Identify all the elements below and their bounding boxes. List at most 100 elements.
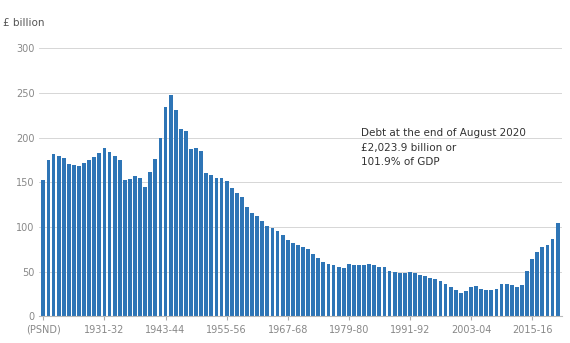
Bar xyxy=(418,275,422,316)
Bar xyxy=(245,207,249,316)
Bar xyxy=(189,149,193,316)
Bar xyxy=(235,193,239,316)
Bar xyxy=(174,110,178,316)
Bar xyxy=(255,216,259,316)
Bar xyxy=(438,281,442,316)
Bar xyxy=(540,247,544,316)
Bar xyxy=(484,289,488,316)
Bar xyxy=(469,287,473,316)
Bar xyxy=(362,265,366,316)
Bar xyxy=(123,179,127,316)
Bar xyxy=(321,262,325,316)
Bar xyxy=(143,187,147,316)
Bar xyxy=(382,267,386,316)
Bar xyxy=(133,176,137,316)
Bar xyxy=(342,268,345,316)
Bar xyxy=(164,107,168,316)
Bar xyxy=(530,259,534,316)
Bar xyxy=(515,287,519,316)
Bar xyxy=(184,131,188,316)
Bar xyxy=(97,153,101,316)
Bar xyxy=(433,279,437,316)
Bar xyxy=(240,198,244,316)
Bar xyxy=(424,276,427,316)
Bar xyxy=(200,151,203,316)
Bar xyxy=(316,258,320,316)
Bar xyxy=(357,265,361,316)
Bar xyxy=(408,272,412,316)
Bar xyxy=(495,288,498,316)
Bar xyxy=(219,178,223,316)
Bar xyxy=(230,188,234,316)
Bar xyxy=(443,284,447,316)
Bar xyxy=(87,160,91,316)
Bar xyxy=(306,249,310,316)
Bar xyxy=(271,228,274,316)
Bar xyxy=(296,245,300,316)
Bar xyxy=(377,267,381,316)
Bar xyxy=(500,284,503,316)
Bar xyxy=(77,166,81,316)
Bar xyxy=(103,148,107,316)
Bar xyxy=(449,287,453,316)
Bar xyxy=(148,173,152,316)
Bar xyxy=(214,178,218,316)
Bar xyxy=(490,289,493,316)
Bar xyxy=(158,139,162,316)
Bar xyxy=(545,245,549,316)
Bar xyxy=(82,163,86,316)
Bar xyxy=(291,243,295,316)
Bar xyxy=(535,252,539,316)
Bar xyxy=(413,273,417,316)
Bar xyxy=(301,247,305,316)
Bar xyxy=(108,152,111,316)
Bar xyxy=(42,180,45,316)
Bar xyxy=(520,285,524,316)
Text: Debt at the end of August 2020
£2,023.9 billion or
101.9% of GDP: Debt at the end of August 2020 £2,023.9 … xyxy=(361,128,526,167)
Bar xyxy=(393,272,397,316)
Bar xyxy=(388,271,392,316)
Bar xyxy=(459,293,463,316)
Bar xyxy=(260,221,264,316)
Bar xyxy=(327,263,331,316)
Bar xyxy=(337,267,340,316)
Bar xyxy=(398,273,402,316)
Bar xyxy=(209,175,213,316)
Bar xyxy=(505,284,508,316)
Bar xyxy=(464,291,468,316)
Bar xyxy=(92,157,96,316)
Bar xyxy=(474,286,478,316)
Bar xyxy=(194,148,198,316)
Bar xyxy=(556,223,560,316)
Bar xyxy=(311,254,315,316)
Bar xyxy=(225,181,229,316)
Bar xyxy=(113,156,116,316)
Bar xyxy=(367,264,371,316)
Bar xyxy=(138,178,142,316)
Bar xyxy=(281,235,284,316)
Bar xyxy=(72,165,76,316)
Bar xyxy=(332,265,336,316)
Bar xyxy=(266,226,269,316)
Bar xyxy=(286,240,290,316)
Bar xyxy=(169,95,173,316)
Bar xyxy=(429,278,432,316)
Bar xyxy=(62,158,66,316)
Bar xyxy=(352,265,356,316)
Bar xyxy=(510,285,514,316)
Bar xyxy=(479,288,483,316)
Text: £ billion: £ billion xyxy=(3,18,44,28)
Bar xyxy=(67,164,71,316)
Bar xyxy=(205,173,208,316)
Bar xyxy=(52,154,55,316)
Bar xyxy=(47,160,50,316)
Bar xyxy=(153,159,157,316)
Bar xyxy=(403,273,407,316)
Bar xyxy=(179,129,183,316)
Bar xyxy=(250,213,254,316)
Bar xyxy=(276,232,279,316)
Bar xyxy=(551,239,555,316)
Bar xyxy=(128,179,132,316)
Bar xyxy=(118,160,121,316)
Bar xyxy=(454,291,458,316)
